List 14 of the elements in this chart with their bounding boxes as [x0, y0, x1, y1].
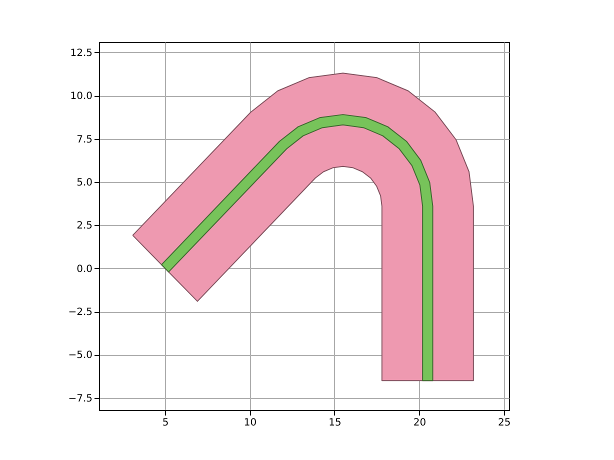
- x-tick-label: 10: [244, 418, 257, 428]
- y-tick-label: 7.5: [76, 134, 92, 146]
- x-tick-label: 20: [413, 418, 426, 428]
- x-tick-label: 5: [162, 418, 169, 428]
- y-tick-label: 12.5: [70, 48, 92, 59]
- y-tick-label: −7.5: [68, 393, 92, 404]
- y-tick-label: 0.0: [76, 264, 92, 275]
- y-tick-label: 5.0: [76, 177, 92, 188]
- y-tick-label: −5.0: [68, 350, 92, 362]
- x-tick-label: 15: [328, 418, 342, 428]
- x-tick-label: 25: [498, 418, 511, 428]
- y-tick-label: −2.5: [68, 307, 92, 318]
- y-tick-label: 10.0: [70, 91, 92, 102]
- y-tick-label: 2.5: [76, 220, 92, 232]
